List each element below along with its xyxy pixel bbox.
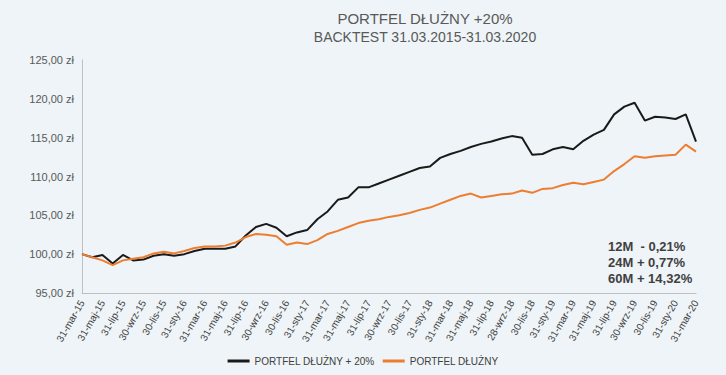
svg-text:31-sty-18: 31-sty-18 — [404, 298, 435, 340]
svg-text:125,00 zł: 125,00 zł — [29, 54, 74, 66]
svg-text:31-mar-18: 31-mar-18 — [422, 298, 456, 344]
svg-text:28-wrz-18: 28-wrz-18 — [485, 298, 517, 342]
svg-text:30-wrz-17: 30-wrz-17 — [362, 298, 394, 342]
svg-text:31-mar-17: 31-mar-17 — [299, 298, 333, 344]
svg-text:30-wrz-15: 30-wrz-15 — [116, 298, 148, 342]
svg-text:31-maj-19: 31-maj-19 — [566, 298, 598, 343]
svg-text:30-wrz-16: 30-wrz-16 — [239, 298, 271, 342]
svg-text:30-lis-19: 30-lis-19 — [631, 298, 660, 337]
svg-text:31-lip-16: 31-lip-16 — [221, 298, 251, 338]
svg-text:31-sty-20: 31-sty-20 — [650, 298, 681, 340]
svg-text:PORTFEL DŁUŻNY +20%: PORTFEL DŁUŻNY +20% — [337, 10, 512, 27]
svg-text:30-lis-15: 30-lis-15 — [140, 298, 169, 337]
svg-text:BACKTEST 31.03.2015-31.03.2020: BACKTEST 31.03.2015-31.03.2020 — [314, 29, 537, 45]
svg-text:105,00 zł: 105,00 zł — [29, 209, 74, 221]
svg-text:100,00 zł: 100,00 zł — [29, 248, 74, 260]
svg-text:12M - 0,21%: 12M - 0,21% — [608, 239, 686, 254]
svg-text:31-lip-18: 31-lip-18 — [467, 298, 497, 338]
svg-text:31-maj-16: 31-maj-16 — [198, 298, 230, 343]
svg-text:PORTFEL DŁUŻNY + 20%: PORTFEL DŁUŻNY + 20% — [255, 355, 375, 367]
svg-text:31-mar-15: 31-mar-15 — [54, 298, 87, 344]
svg-text:31-maj-15: 31-maj-15 — [75, 298, 107, 343]
svg-text:31-lip-15: 31-lip-15 — [98, 298, 128, 338]
svg-text:31-mar-16: 31-mar-16 — [177, 298, 210, 344]
svg-text:31-mar-19: 31-mar-19 — [545, 298, 578, 344]
svg-text:31-lip-19: 31-lip-19 — [589, 298, 619, 338]
svg-text:110,00 zł: 110,00 zł — [30, 171, 74, 183]
svg-text:PORTFEL DŁUŻNY: PORTFEL DŁUŻNY — [410, 355, 499, 367]
svg-text:24M + 0,77%: 24M + 0,77% — [608, 255, 685, 270]
svg-text:95,00 zł: 95,00 zł — [35, 287, 74, 299]
svg-text:60M + 14,32%: 60M + 14,32% — [608, 271, 693, 286]
svg-text:115,00 zł: 115,00 zł — [30, 132, 74, 144]
svg-text:31-lip-17: 31-lip-17 — [344, 298, 374, 338]
svg-text:30-lis-18: 30-lis-18 — [508, 298, 537, 337]
svg-text:31-sty-19: 31-sty-19 — [527, 298, 558, 340]
svg-text:30-lis-16: 30-lis-16 — [262, 298, 292, 337]
svg-text:31-sty-16: 31-sty-16 — [158, 298, 190, 340]
svg-text:31-mar-20: 31-mar-20 — [668, 298, 701, 344]
svg-text:30-wrz-19: 30-wrz-19 — [608, 298, 640, 342]
svg-text:31-maj-18: 31-maj-18 — [444, 298, 476, 343]
svg-text:30-lis-17: 30-lis-17 — [385, 298, 415, 337]
svg-text:31-sty-17: 31-sty-17 — [281, 298, 312, 340]
svg-text:120,00 zł: 120,00 zł — [29, 93, 74, 105]
svg-text:31-maj-17: 31-maj-17 — [321, 298, 353, 343]
